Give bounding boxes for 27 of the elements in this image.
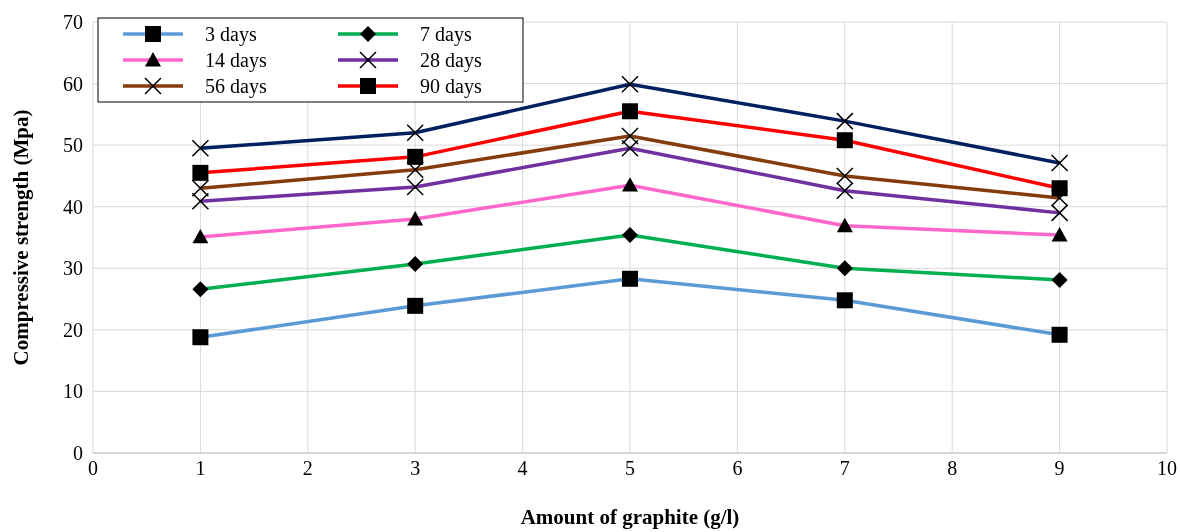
x-tick-label: 3	[410, 457, 421, 479]
y-tick-label: 70	[63, 11, 83, 33]
y-axis-title: Compressive strength (Mpa)	[9, 109, 33, 366]
y-tick-label: 40	[63, 195, 83, 218]
x-tick-label: 0	[88, 457, 98, 479]
legend-label: 28 days	[420, 49, 482, 72]
y-tick-label: 30	[63, 257, 83, 280]
x-tick-label: 6	[732, 457, 743, 479]
x-tick-label: 10	[1157, 457, 1177, 479]
x-axis-title: Amount of graphite (g/l)	[520, 505, 740, 529]
x-tick-label: 1	[195, 457, 206, 479]
y-tick-label: 60	[63, 72, 83, 95]
legend-label: 14 days	[205, 49, 267, 72]
x-tick-label: 4	[517, 457, 528, 479]
x-tick-label: 5	[625, 457, 635, 479]
x-tick-label: 9	[1054, 457, 1065, 479]
legend-label: 3 days	[205, 23, 257, 46]
y-tick-label: 0	[73, 442, 83, 464]
x-tick-label: 2	[302, 457, 313, 479]
y-tick-label: 10	[63, 380, 83, 403]
legend-label: 90 days	[420, 75, 482, 98]
y-tick-label: 50	[63, 134, 83, 157]
y-tick-label: 20	[63, 318, 83, 341]
x-tick-label: 8	[947, 457, 958, 479]
legend-label: 7 days	[420, 23, 472, 46]
legend-label: 56 days	[205, 75, 267, 98]
x-tick-label: 7	[839, 457, 850, 479]
